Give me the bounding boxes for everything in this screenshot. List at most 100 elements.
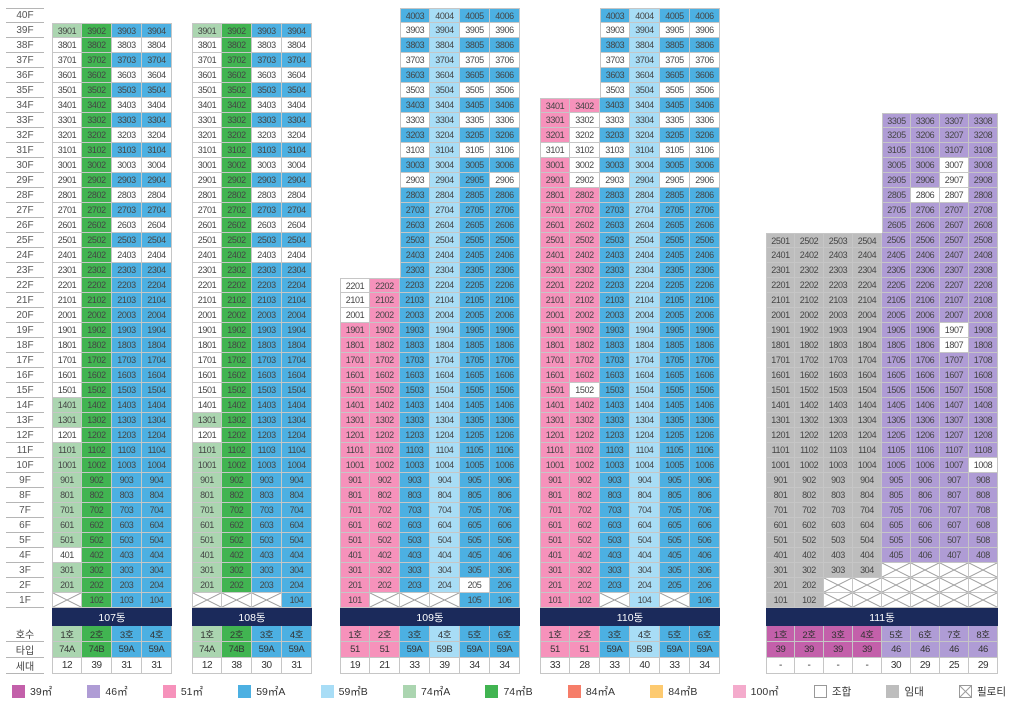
legend-item: 필로티	[959, 684, 1006, 699]
unit-cell: 1007	[940, 458, 969, 473]
unit-cell: 2204	[430, 278, 460, 293]
unit-cell: 401	[52, 548, 82, 563]
household-count: 38	[222, 658, 252, 674]
unit-cell: 2606	[911, 218, 940, 233]
legend-label: 조합	[831, 686, 852, 698]
unit-cell: 306	[490, 563, 520, 578]
unit-cell: 2804	[142, 188, 172, 203]
unit-cell: 2103	[112, 293, 142, 308]
unit-cell: 203	[400, 578, 430, 593]
unit-cell: 3201	[52, 128, 82, 143]
pilotis-x-icon	[969, 593, 997, 607]
unit-cell: 1301	[540, 413, 570, 428]
unit-cell: 2801	[540, 188, 570, 203]
floor-row: 1701 1702 1703 1704	[192, 353, 312, 368]
unit-cell: 3406	[690, 98, 720, 113]
unit-cell: 3102	[570, 143, 600, 158]
unit-cell: 1403	[600, 398, 630, 413]
unit-cell: 701	[52, 503, 82, 518]
unit-cell: 3303	[112, 113, 142, 128]
unit-cell: 505	[660, 533, 690, 548]
unit-cell: 1005	[660, 458, 690, 473]
unit-cell: 1808	[969, 338, 998, 353]
unit-cell: 2001	[52, 308, 82, 323]
floor-row: 2705 2706 2707 2708	[766, 203, 998, 218]
unit-cell: 906	[490, 473, 520, 488]
unit-cell: 2101	[52, 293, 82, 308]
unit-cell: 401	[540, 548, 570, 563]
floor-row: 1001 1002 1003 1004	[52, 458, 172, 473]
unit-cell: 3401	[52, 98, 82, 113]
unit-cell: 1502	[570, 383, 600, 398]
unit-type: 74B	[82, 642, 112, 658]
unit-cell: 503	[400, 533, 430, 548]
unit-cell: 1703	[600, 353, 630, 368]
unit-cell: 1602	[82, 368, 112, 383]
unit-cell: 1606	[911, 368, 940, 383]
unit-cell: 3204	[142, 128, 172, 143]
unit-cell: 1004	[282, 458, 312, 473]
unit-cell: 1103	[252, 443, 282, 458]
tower-108동: 3901 3902 3903 3904 3801 3802 3803 3804 3701 3702…	[192, 8, 312, 674]
unit-cell: 1408	[969, 398, 998, 413]
unit-cell: 3702	[222, 53, 252, 68]
unit-cell: 3501	[52, 83, 82, 98]
unit-cell: 3901	[192, 23, 222, 38]
unit-cell: 105	[460, 593, 490, 608]
unit-cell: 3104	[142, 143, 172, 158]
floor-row: 2805 2806 2807 2808	[766, 188, 998, 203]
household-count: 40	[630, 658, 660, 674]
unit-cell: 3103	[600, 143, 630, 158]
unit-type: 74A	[52, 642, 82, 658]
unit-cell: 604	[142, 518, 172, 533]
unit-cell: 405	[460, 548, 490, 563]
unit-cell: 2405	[660, 248, 690, 263]
unit-cell: 807	[940, 488, 969, 503]
unit-cell: 1104	[142, 443, 172, 458]
unit-cell: 304	[142, 563, 172, 578]
unit-cell: 1605	[660, 368, 690, 383]
unit-cell: 1106	[911, 443, 940, 458]
unit-cell: 3803	[400, 38, 430, 53]
unit-cell: 2804	[630, 188, 660, 203]
floor-row: 3303 3304 3305 3306	[340, 113, 520, 128]
floor-row: 2403 2404 2405 2406	[340, 248, 520, 263]
unit-cell: 3804	[142, 38, 172, 53]
unit-cell: 703	[824, 503, 853, 518]
unit-cell: 301	[340, 563, 370, 578]
floor-row: 2201 2202 2203 2204 2205 2206	[540, 278, 720, 293]
unit-cell: 3104	[430, 143, 460, 158]
floor-row: 3005 3006 3007 3008	[766, 158, 998, 173]
unit-column-header: 1호	[340, 626, 370, 642]
axis-row-label-0: 호수	[6, 626, 44, 642]
unit-cell: 3304	[630, 113, 660, 128]
unit-cell: 3304	[430, 113, 460, 128]
unit-column-header: 2호	[82, 626, 112, 642]
pilotis-cell	[370, 593, 400, 608]
unit-cell: 202	[370, 578, 400, 593]
unit-cell: 2603	[400, 218, 430, 233]
pilotis-x-icon	[853, 578, 881, 592]
unit-type: 59A	[460, 642, 490, 658]
unit-cell: 1204	[630, 428, 660, 443]
unit-cell: 3203	[112, 128, 142, 143]
unit-cell: 2301	[540, 263, 570, 278]
unit-cell: 1308	[969, 413, 998, 428]
unit-cell: 304	[630, 563, 660, 578]
unit-cell: 2303	[400, 263, 430, 278]
unit-cell: 805	[660, 488, 690, 503]
unit-cell: 101	[766, 593, 795, 608]
unit-cell: 2004	[430, 308, 460, 323]
unit-cell: 1401	[540, 398, 570, 413]
unit-cell: 3301	[52, 113, 82, 128]
unit-cell: 2806	[911, 188, 940, 203]
unit-cell: 301	[766, 563, 795, 578]
unit-column-header: 1호	[766, 626, 795, 642]
floor-row: 2101 2102 2103 2104 2105 2106	[340, 293, 520, 308]
unit-cell: 1803	[252, 338, 282, 353]
unit-cell: 1707	[940, 353, 969, 368]
unit-cell: 806	[690, 488, 720, 503]
pilotis-x-icon	[193, 593, 221, 607]
unit-cell: 3904	[630, 23, 660, 38]
unit-cell: 1603	[824, 368, 853, 383]
